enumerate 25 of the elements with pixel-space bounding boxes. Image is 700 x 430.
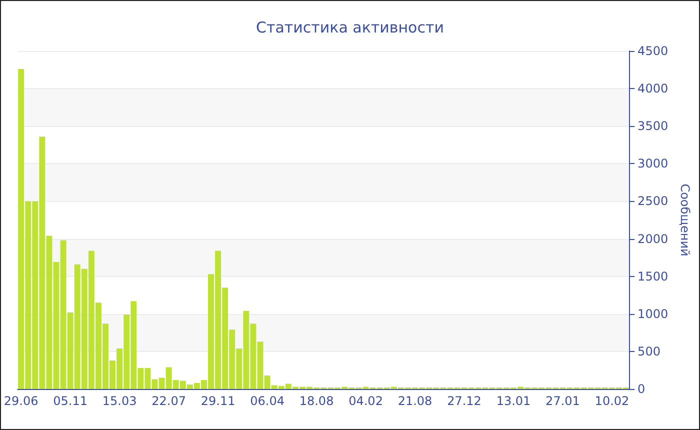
- x-tick-label: 27.12: [447, 394, 482, 408]
- x-tick-label: 18.08: [299, 394, 334, 408]
- x-tick-label: 15.03: [102, 394, 137, 408]
- y-tick-label: 0: [638, 382, 646, 396]
- y-tick-label: 2500: [638, 194, 668, 208]
- y-tick-label: 500: [638, 344, 660, 358]
- y-tick-label: 4000: [638, 82, 668, 96]
- y-tick-label: 3500: [638, 119, 668, 134]
- y-tick-label: 2000: [638, 232, 668, 246]
- y-tick-label: 3000: [638, 156, 668, 171]
- x-tick-label: 29.11: [200, 394, 236, 408]
- y-tick-label: 1500: [638, 269, 668, 284]
- x-tick-label: 21.08: [398, 394, 432, 408]
- chart-title: Статистика активности: [256, 18, 444, 36]
- x-tick-label: 22.07: [152, 394, 186, 408]
- x-tick-label: 04.02: [348, 394, 383, 408]
- y-tick-label: 1000: [638, 306, 668, 321]
- x-tick-label: 10.02: [594, 394, 630, 408]
- x-tick-label: 13.01: [496, 394, 531, 408]
- x-tick-label: 06.04: [250, 394, 284, 408]
- y-tick-label: 4500: [638, 44, 668, 58]
- x-tick-label: 27.01: [546, 394, 580, 408]
- x-tick-label: 05.11: [53, 394, 88, 408]
- x-tick-label: 29.06: [4, 394, 38, 408]
- y-axis-title: Сообщений: [678, 184, 692, 256]
